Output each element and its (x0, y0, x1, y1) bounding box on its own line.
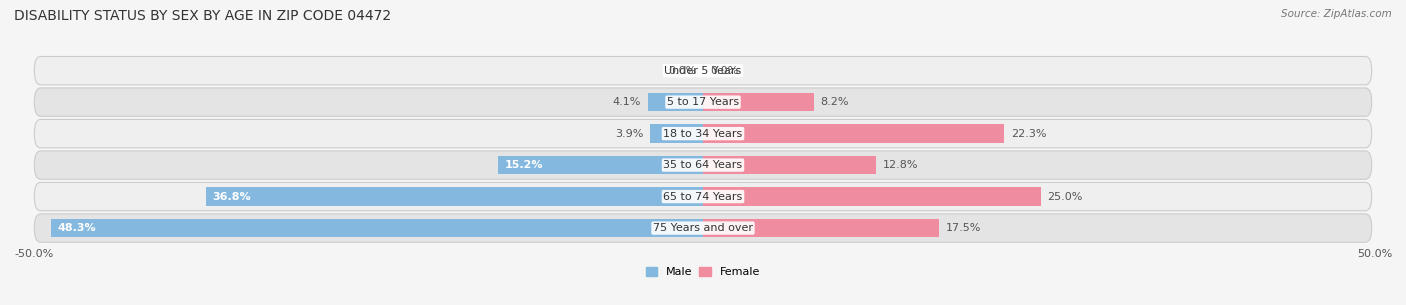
FancyBboxPatch shape (34, 120, 1372, 148)
FancyBboxPatch shape (34, 214, 1372, 242)
Text: 48.3%: 48.3% (58, 223, 96, 233)
FancyBboxPatch shape (34, 88, 1372, 116)
Text: DISABILITY STATUS BY SEX BY AGE IN ZIP CODE 04472: DISABILITY STATUS BY SEX BY AGE IN ZIP C… (14, 9, 391, 23)
Text: 18 to 34 Years: 18 to 34 Years (664, 129, 742, 138)
Text: 3.9%: 3.9% (616, 129, 644, 138)
Text: 25.0%: 25.0% (1047, 192, 1083, 202)
Text: 22.3%: 22.3% (1011, 129, 1046, 138)
Legend: Male, Female: Male, Female (644, 265, 762, 280)
Text: 12.8%: 12.8% (883, 160, 918, 170)
Text: 50.0%: 50.0% (1357, 249, 1392, 259)
Text: 17.5%: 17.5% (946, 223, 981, 233)
Text: -50.0%: -50.0% (14, 249, 53, 259)
FancyBboxPatch shape (34, 151, 1372, 179)
Text: 8.2%: 8.2% (821, 97, 849, 107)
FancyBboxPatch shape (34, 182, 1372, 211)
Bar (703, 124, 1004, 143)
Text: 75 Years and over: 75 Years and over (652, 223, 754, 233)
Bar (648, 93, 703, 111)
Bar (51, 219, 703, 237)
Bar (498, 156, 703, 174)
Bar (703, 188, 1040, 206)
Bar (651, 124, 703, 143)
Text: 15.2%: 15.2% (505, 160, 543, 170)
Text: Source: ZipAtlas.com: Source: ZipAtlas.com (1281, 9, 1392, 19)
Text: 35 to 64 Years: 35 to 64 Years (664, 160, 742, 170)
Text: 65 to 74 Years: 65 to 74 Years (664, 192, 742, 202)
Bar (703, 156, 876, 174)
Bar (703, 93, 814, 111)
Text: 0.0%: 0.0% (710, 66, 738, 76)
Text: 0.0%: 0.0% (668, 66, 696, 76)
FancyBboxPatch shape (34, 56, 1372, 85)
Text: 36.8%: 36.8% (212, 192, 252, 202)
Text: 4.1%: 4.1% (613, 97, 641, 107)
Text: Under 5 Years: Under 5 Years (665, 66, 741, 76)
Bar (205, 188, 703, 206)
Text: 5 to 17 Years: 5 to 17 Years (666, 97, 740, 107)
Bar (703, 219, 939, 237)
